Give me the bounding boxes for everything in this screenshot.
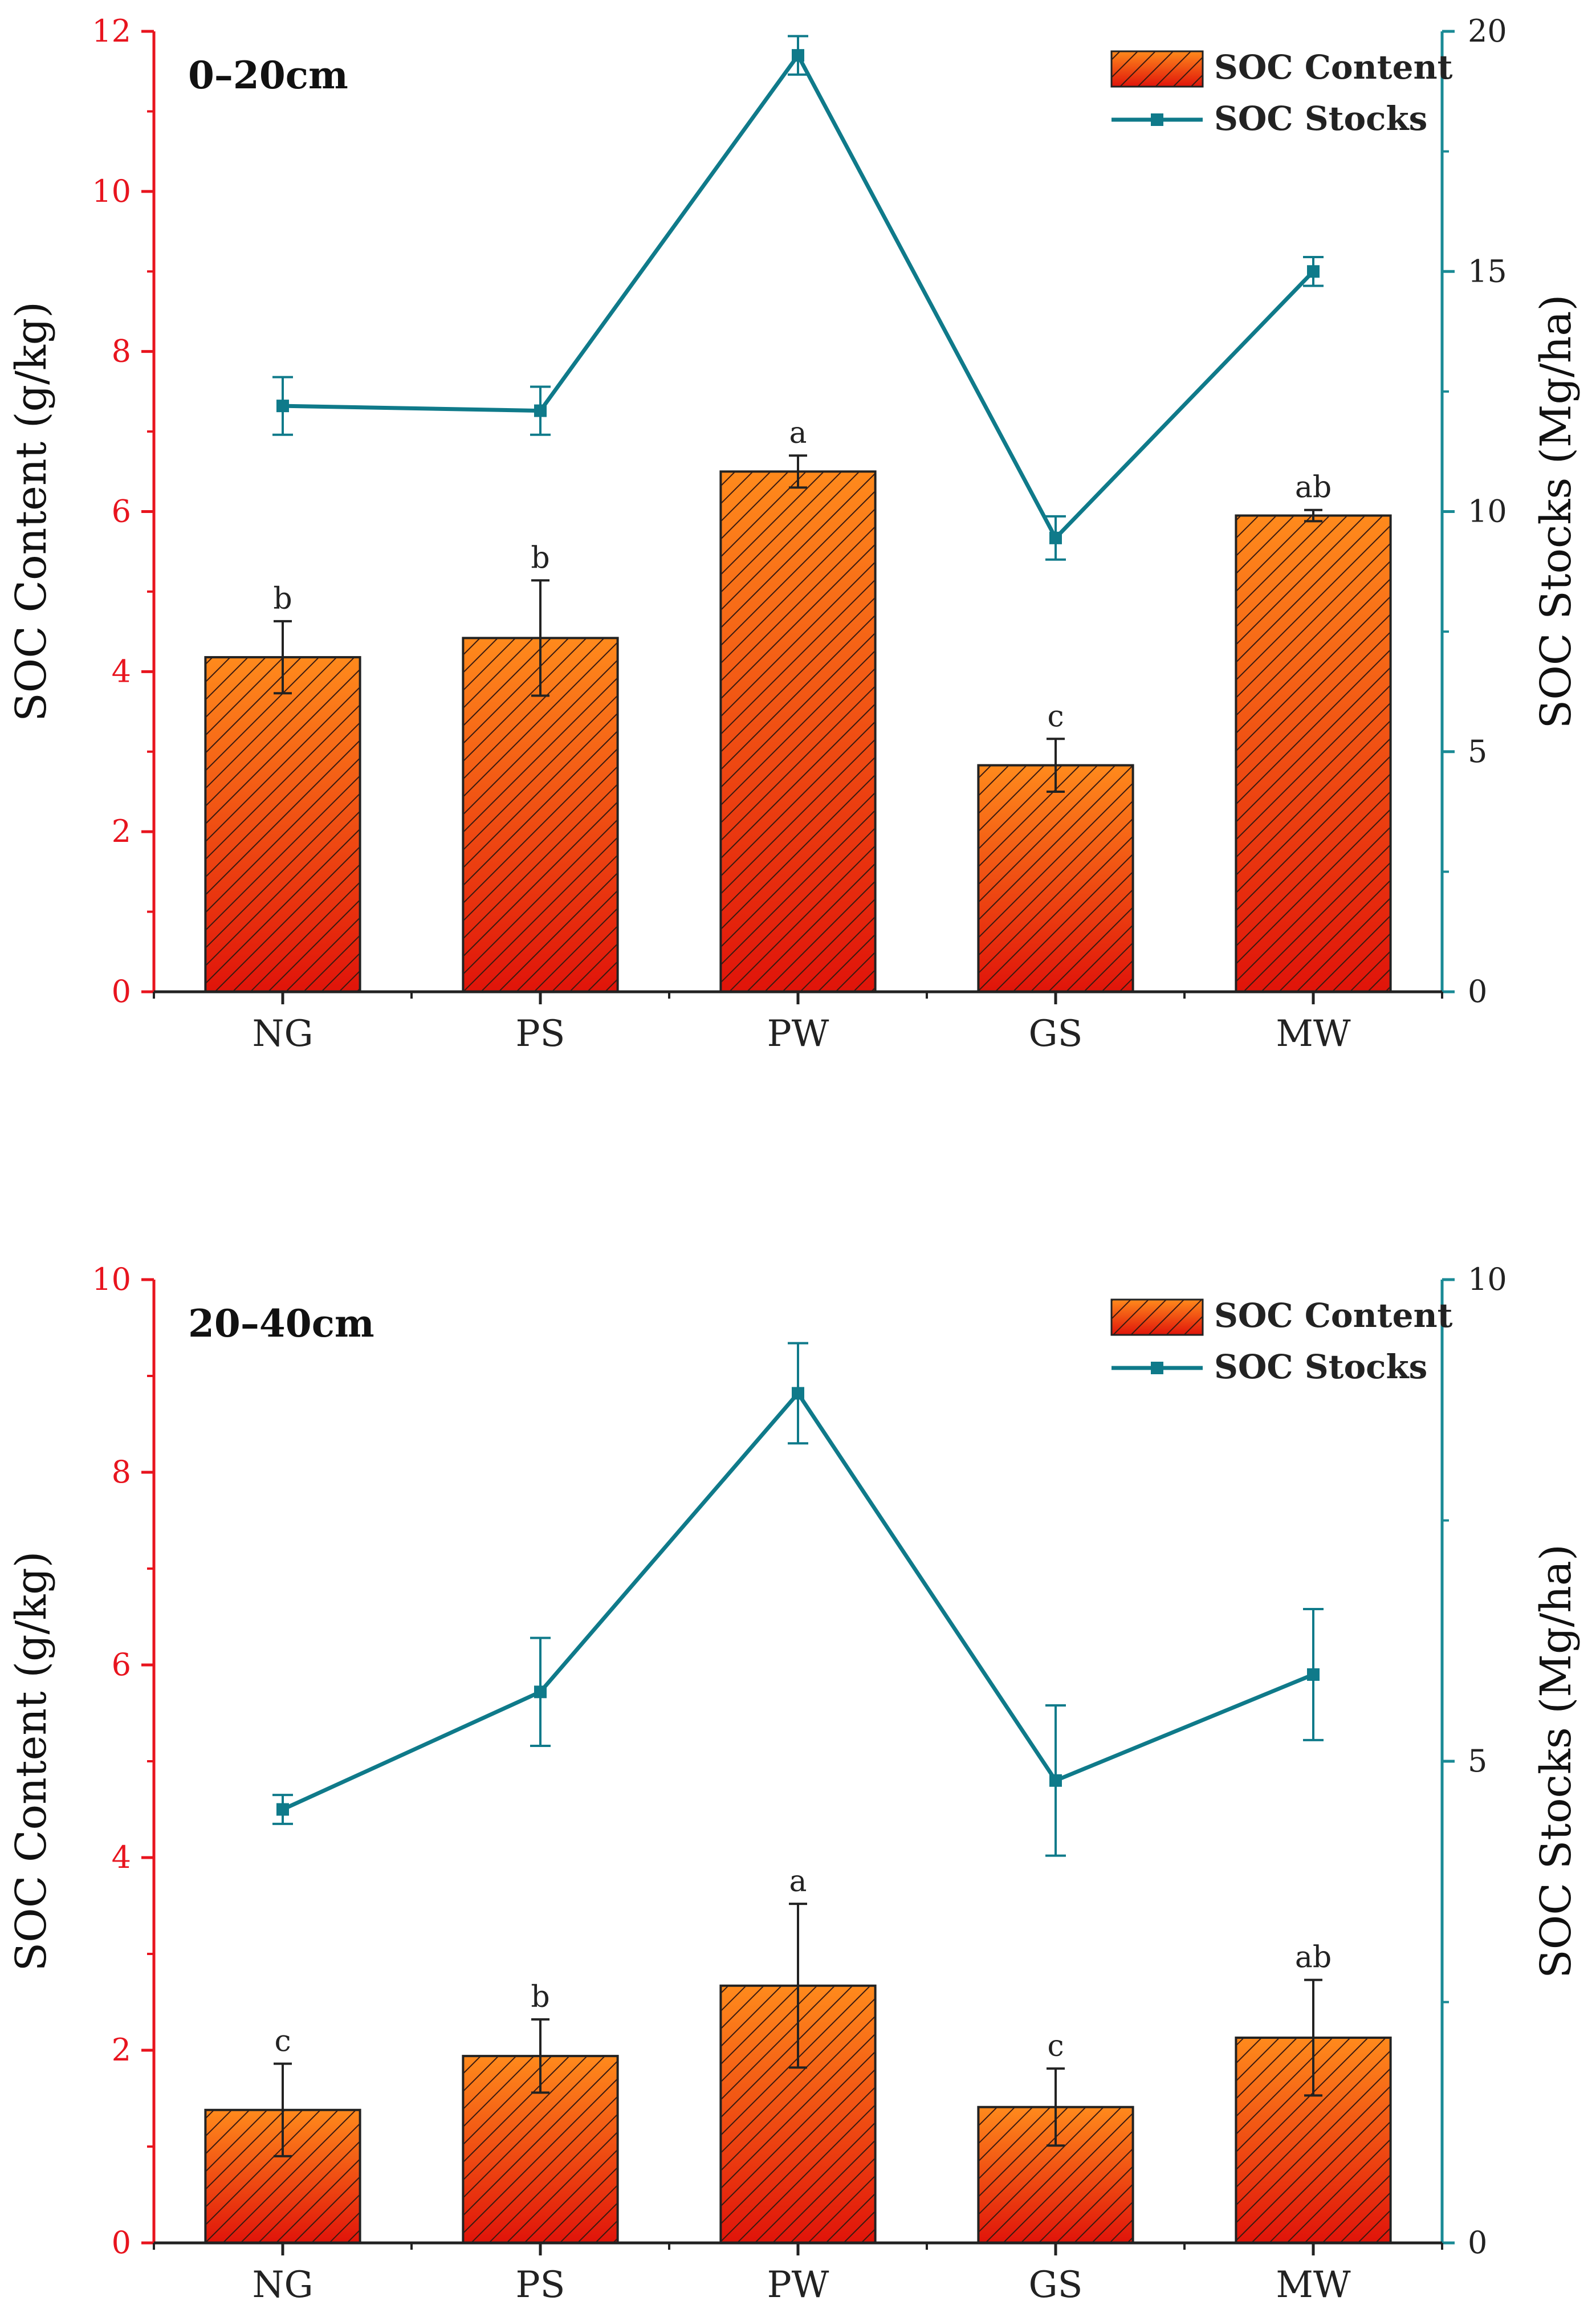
- right-tick-label: 15: [1468, 253, 1507, 289]
- line-point: [276, 1803, 289, 1816]
- x-tick-label: GS: [1029, 1013, 1083, 1055]
- legend-line-label: SOC Stocks: [1214, 99, 1427, 138]
- x-tick-label: GS: [1029, 2264, 1083, 2306]
- left-tick-label: 10: [92, 1261, 131, 1297]
- line-point: [1049, 531, 1062, 544]
- legend-line-marker: [1151, 113, 1163, 126]
- significance-letter: c: [1047, 699, 1064, 734]
- left-tick-label: 6: [112, 494, 131, 530]
- significance-letter: a: [789, 1864, 807, 1899]
- left-tick-label: 0: [112, 2225, 131, 2261]
- y2-axis-title: SOC Stocks (Mg/ha): [1532, 295, 1581, 729]
- right-tick-label: 10: [1468, 1261, 1507, 1297]
- x-tick-label: PW: [767, 1013, 829, 1055]
- left-tick-label: 12: [92, 13, 131, 49]
- left-tick-label: 8: [112, 333, 131, 369]
- bar: [204, 656, 361, 993]
- significance-letter: c: [274, 2025, 291, 2059]
- legend-bar-label: SOC Content: [1214, 1296, 1453, 1335]
- right-tick-label: 5: [1468, 1743, 1487, 1779]
- significance-letter: b: [531, 1980, 549, 2014]
- bar: [1235, 514, 1392, 993]
- bar: [977, 764, 1134, 993]
- panel-title: 0–20cm: [188, 53, 348, 97]
- significance-letter: a: [789, 416, 807, 450]
- left-tick-label: 10: [92, 173, 131, 209]
- line-point: [792, 1387, 804, 1400]
- panel-title: 20–40cm: [188, 1301, 374, 1346]
- right-tick-label: 0: [1468, 974, 1487, 1009]
- x-tick-label: NG: [252, 1013, 313, 1055]
- left-tick-label: 4: [112, 1839, 131, 1875]
- x-tick-label: PS: [516, 2264, 565, 2306]
- left-tick-label: 6: [112, 1647, 131, 1683]
- x-tick-label: MW: [1276, 1013, 1351, 1055]
- left-tick-label: 2: [112, 813, 131, 849]
- chart-panel-2: c b a c ab 0 2 4 6 8 10 0 5 10 NG PS PW GS MW SOC Content (…: [7, 1261, 1581, 2306]
- x-tick-label: MW: [1276, 2264, 1351, 2306]
- significance-letter: b: [273, 582, 292, 616]
- left-tick-label: 0: [112, 974, 131, 1009]
- left-tick-label: 8: [112, 1454, 131, 1490]
- bar: [462, 637, 619, 993]
- y-axis-title: SOC Content (g/kg): [7, 1551, 56, 1971]
- significance-letter: b: [531, 541, 549, 575]
- x-tick-label: PW: [767, 2264, 829, 2306]
- significance-letter: ab: [1295, 471, 1332, 505]
- legend-line-marker: [1151, 1362, 1163, 1374]
- y-axis-title: SOC Content (g/kg): [7, 302, 56, 722]
- significance-letter: c: [1047, 2029, 1064, 2063]
- left-tick-label: 2: [112, 2032, 131, 2068]
- line-point: [1049, 1774, 1062, 1787]
- y2-axis-title: SOC Stocks (Mg/ha): [1532, 1544, 1581, 1978]
- right-tick-label: 5: [1468, 734, 1487, 769]
- line-point: [534, 404, 547, 417]
- line-point: [792, 49, 804, 62]
- x-tick-label: NG: [252, 2264, 313, 2306]
- stocks-line: [282, 1390, 1314, 1811]
- legend-bar-swatch: [1110, 1298, 1204, 1336]
- bar: [719, 470, 877, 993]
- significance-letter: ab: [1295, 1941, 1332, 1975]
- line-point: [1307, 265, 1320, 278]
- right-tick-label: 0: [1468, 2225, 1487, 2261]
- legend-line-label: SOC Stocks: [1214, 1347, 1427, 1386]
- left-tick-label: 4: [112, 653, 131, 689]
- line-point: [1307, 1668, 1320, 1681]
- line-point: [276, 400, 289, 413]
- x-tick-label: PS: [516, 1013, 565, 1055]
- line-point: [534, 1685, 547, 1699]
- legend-bar-label: SOC Content: [1214, 48, 1453, 87]
- chart-panel-1: b b a c ab 0 2 4 6 8 10 12 0 5 10 15 20 NG PS PW GS MW SOC Con…: [7, 13, 1581, 1055]
- right-tick-label: 20: [1468, 13, 1507, 49]
- right-tick-label: 10: [1468, 494, 1507, 530]
- legend-bar-swatch: [1110, 50, 1204, 88]
